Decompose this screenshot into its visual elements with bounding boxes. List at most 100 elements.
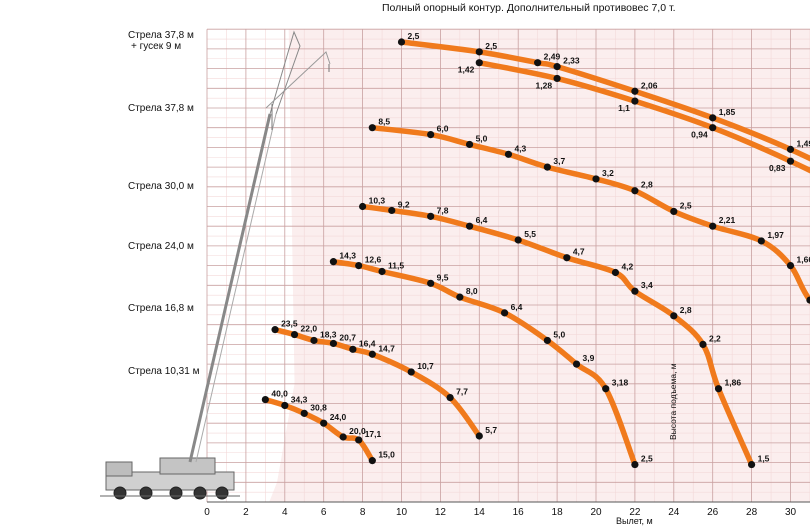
data-label: 2,5 <box>641 454 653 464</box>
data-point <box>500 309 509 317</box>
data-label: 2,49 <box>544 52 561 62</box>
data-label: 16,4 <box>359 338 376 348</box>
series-points: 40,034,330,824,020,0 17,1 15,0 23,5 22,018,3… <box>261 31 810 469</box>
data-point <box>748 460 756 469</box>
data-point <box>670 312 678 320</box>
data-label: 5,7 <box>485 425 497 435</box>
data-label: 23,5 <box>281 319 298 329</box>
data-point <box>329 339 338 348</box>
x-axis-title: Вылет, м <box>616 516 653 526</box>
data-point <box>465 222 474 230</box>
crane-jib <box>269 30 301 115</box>
crane-boom <box>188 113 272 463</box>
x-tick-label: 20 <box>590 507 602 518</box>
x-tick-label: 12 <box>435 507 447 518</box>
data-label: 0,83 <box>769 163 786 173</box>
data-point <box>378 267 386 276</box>
data-label: 1,1 <box>618 103 630 113</box>
data-label: 14,3 <box>339 251 356 261</box>
x-tick-label: 28 <box>746 507 758 518</box>
data-label: 18,3 <box>320 329 337 339</box>
data-point <box>456 293 464 301</box>
x-tick-label: 0 <box>204 507 210 518</box>
crane-wheel <box>113 486 127 500</box>
data-label: 4,3 <box>514 143 526 153</box>
data-point <box>368 124 376 132</box>
data-label: 8,5 <box>378 117 390 127</box>
data-point <box>339 433 347 441</box>
data-label: 4,2 <box>621 261 633 271</box>
data-label: 20,0 <box>349 426 366 436</box>
x-tick-label: 2 <box>243 507 249 518</box>
data-point <box>388 206 396 215</box>
crane-wheel <box>215 486 229 500</box>
data-point <box>465 140 474 149</box>
data-point <box>786 145 795 153</box>
data-point <box>329 258 338 266</box>
data-label: 6,4 <box>476 215 488 225</box>
data-point <box>427 130 435 139</box>
data-point <box>670 207 678 216</box>
x-tick-label: 30 <box>785 507 797 518</box>
data-label: 30,8 <box>310 402 327 412</box>
data-label: 11,5 <box>388 261 404 271</box>
data-point <box>261 395 269 404</box>
data-label: 6,0 <box>437 124 449 134</box>
data-label: 1,42 <box>458 65 475 75</box>
data-point <box>427 279 435 287</box>
data-label: 3,4 <box>641 280 653 290</box>
boom-label-37-8-jib: Стрела 37,8 м <box>128 30 194 41</box>
data-point <box>320 419 328 427</box>
boom-label-24: Стрела 24,0 м <box>128 241 194 252</box>
data-label: 6,4 <box>511 302 523 312</box>
x-tick-label: 26 <box>707 507 719 518</box>
data-label: 2,06 <box>641 80 658 90</box>
data-point <box>553 63 561 71</box>
data-point <box>553 74 561 83</box>
data-label: 14,7 <box>378 343 395 353</box>
x-tick-label: 6 <box>321 507 327 518</box>
data-point <box>359 202 367 211</box>
data-label: 10,7 <box>417 361 434 371</box>
data-point <box>355 262 363 270</box>
data-label: 12,6 <box>365 255 382 265</box>
x-tick-label: 14 <box>474 507 486 518</box>
x-tick-label: 24 <box>668 507 680 518</box>
data-label: 7,7 <box>456 387 468 397</box>
data-label: 2,8 <box>680 305 692 315</box>
data-point <box>475 432 483 440</box>
data-point <box>355 436 363 444</box>
data-point <box>709 114 717 122</box>
data-label: 34,3 <box>291 394 308 404</box>
data-label: 22,0 <box>301 324 318 334</box>
data-point <box>368 350 376 358</box>
data-point <box>281 401 289 410</box>
data-label: 8,0 <box>466 286 478 296</box>
data-label: 0,94 <box>691 130 708 140</box>
crane-wheel <box>139 486 153 500</box>
data-point <box>806 296 810 304</box>
data-point <box>397 38 406 46</box>
boom-label-jib-9: + гусек 9 м <box>131 41 182 52</box>
data-point <box>631 460 639 469</box>
crane-cab <box>105 461 133 477</box>
data-point <box>349 345 357 353</box>
data-label: 10,3 <box>369 196 386 206</box>
data-label: 2,5 <box>680 200 692 210</box>
data-point <box>310 336 318 345</box>
data-label: 2,8 <box>641 180 653 190</box>
data-label: 5,0 <box>476 133 488 143</box>
data-point <box>631 287 639 295</box>
boom-label-30: Стрела 30,0 м <box>128 181 194 192</box>
data-point <box>786 157 795 165</box>
data-label: 1,5 <box>758 454 770 464</box>
crane-wheel <box>169 486 183 500</box>
boom-label-37-8: Стрела 37,8 м <box>128 103 194 114</box>
data-label: 2,33 <box>563 56 580 66</box>
data-label: 3,18 <box>612 378 629 388</box>
data-point <box>543 163 551 171</box>
data-point <box>514 236 522 244</box>
data-label: 3,9 <box>583 353 595 363</box>
